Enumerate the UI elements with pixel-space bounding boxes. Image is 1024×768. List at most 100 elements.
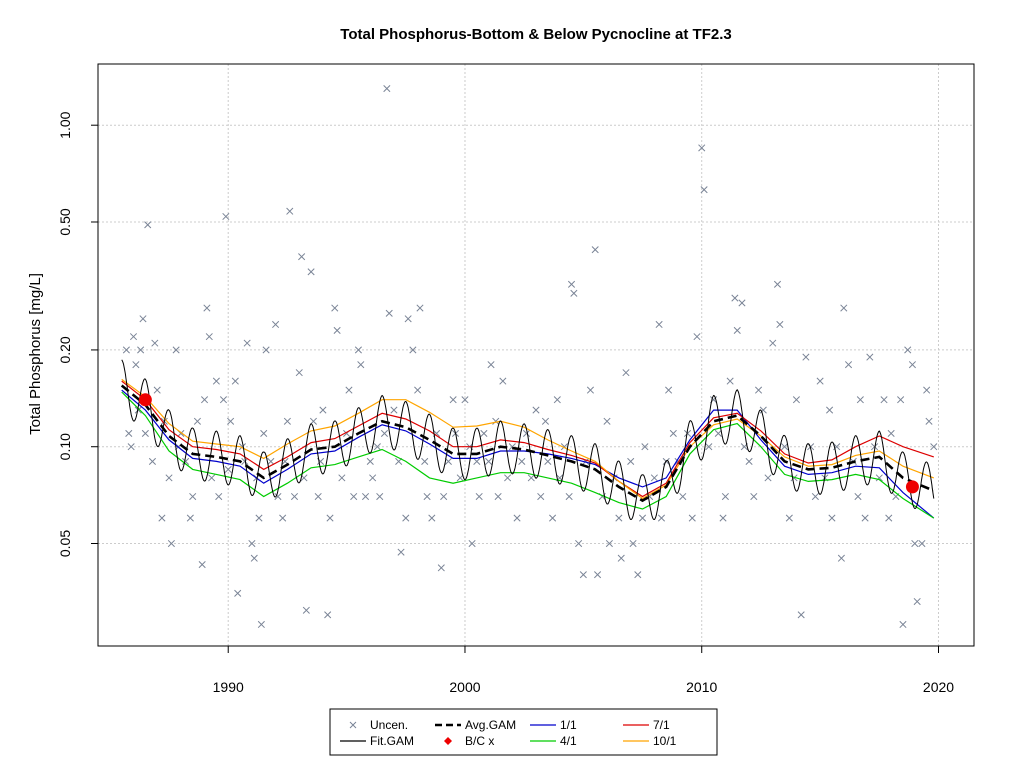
uncen-point	[764, 474, 772, 482]
bc-point	[138, 393, 152, 407]
x-tick-label: 2020	[923, 679, 954, 695]
uncen-point	[404, 315, 412, 323]
legend: Uncen. Avg.GAM 1/1 7/1 Fit.GAM B/C x 4/1 10/1	[329, 708, 718, 756]
uncen-point	[923, 386, 931, 394]
uncen-point	[594, 571, 602, 579]
uncen-point	[383, 85, 391, 93]
uncen-point	[385, 309, 393, 317]
uncen-point	[331, 304, 339, 312]
uncen-point	[499, 377, 507, 385]
uncen-point	[866, 353, 874, 361]
uncen-point	[274, 492, 282, 501]
uncen-point	[437, 564, 445, 572]
uncen-point	[129, 333, 138, 341]
series-line-s1	[121, 389, 935, 519]
uncen-point	[700, 186, 708, 194]
uncen-point	[745, 457, 753, 465]
uncen-point	[925, 417, 933, 425]
uncen-point	[913, 597, 921, 606]
uncen-point	[222, 212, 230, 221]
uncen-point	[449, 396, 457, 404]
uncen-point	[354, 346, 362, 354]
uncen-point	[773, 280, 782, 288]
uncen-point	[357, 361, 365, 369]
uncen-point	[513, 514, 521, 522]
uncen-point	[416, 304, 424, 312]
uncen-point	[144, 221, 152, 229]
uncen-point	[182, 457, 190, 465]
uncen-point	[333, 326, 341, 334]
uncen-point	[262, 346, 270, 354]
uncen-point	[380, 429, 389, 437]
uncen-point	[721, 492, 729, 501]
uncen-point	[248, 539, 256, 548]
y-tick-label: 1.00	[57, 111, 73, 138]
uncen-point	[122, 346, 130, 354]
y-tick-label: 0.05	[57, 530, 73, 557]
uncen-point	[527, 474, 535, 482]
legend-label: Fit.GAM	[370, 734, 414, 748]
uncen-point	[319, 406, 327, 414]
uncen-point	[930, 443, 938, 451]
uncen-point	[151, 339, 159, 347]
uncen-point	[390, 406, 398, 414]
uncen-point	[575, 539, 583, 548]
uncen-point	[267, 457, 275, 465]
uncen-point	[880, 396, 888, 404]
uncen-point	[260, 429, 268, 437]
uncen-point	[428, 514, 436, 522]
uncen-point	[125, 429, 133, 437]
uncen-point	[366, 457, 374, 465]
bc-point	[905, 480, 919, 494]
uncen-point	[167, 539, 175, 548]
uncen-point	[186, 514, 194, 522]
uncen-point	[911, 539, 919, 548]
uncen-point	[665, 386, 673, 394]
chart-title: Total Phosphorus-Bottom & Below Pycnocli…	[340, 26, 731, 43]
uncen-point	[440, 492, 448, 501]
uncen-point	[781, 443, 789, 451]
uncen-point	[200, 396, 209, 404]
uncen-point	[314, 492, 322, 501]
uncen-point	[899, 620, 907, 629]
fit-gam-path	[121, 359, 935, 520]
uncen-point	[298, 253, 306, 261]
uncen-point	[302, 606, 310, 614]
uncen-point	[769, 339, 777, 347]
uncen-point	[468, 539, 476, 548]
uncen-point	[148, 457, 157, 465]
uncen-point	[856, 396, 864, 404]
uncen-points	[122, 85, 938, 629]
uncen-point	[567, 280, 576, 288]
uncen-point	[918, 539, 926, 548]
uncen-point	[205, 333, 213, 341]
legend-box	[329, 708, 718, 756]
uncen-point	[414, 386, 422, 394]
uncen-point	[215, 492, 223, 501]
legend-label: 1/1	[560, 718, 577, 732]
uncen-point	[629, 539, 637, 548]
fit-gam-line	[121, 359, 935, 520]
uncen-point	[423, 492, 431, 501]
uncen-point	[409, 346, 417, 354]
uncen-point	[172, 346, 180, 354]
uncen-point	[750, 492, 758, 501]
uncen-point	[480, 429, 488, 437]
legend-swatch-dot	[444, 737, 452, 745]
uncen-point	[688, 514, 696, 522]
uncen-point	[165, 474, 173, 482]
uncen-point	[203, 304, 211, 312]
uncen-point	[586, 386, 595, 394]
uncen-point	[456, 474, 464, 482]
x-tick-label: 2010	[686, 679, 717, 695]
legend-label: 4/1	[560, 734, 577, 748]
uncen-point	[854, 492, 862, 501]
uncen-point	[243, 339, 251, 347]
uncen-point	[402, 514, 410, 522]
uncen-point	[279, 514, 287, 522]
grid-lines	[98, 64, 974, 646]
y-axis-label: Total Phosphorus [mg/L]	[27, 273, 44, 435]
uncen-point	[255, 514, 263, 522]
uncen-point	[885, 514, 893, 522]
